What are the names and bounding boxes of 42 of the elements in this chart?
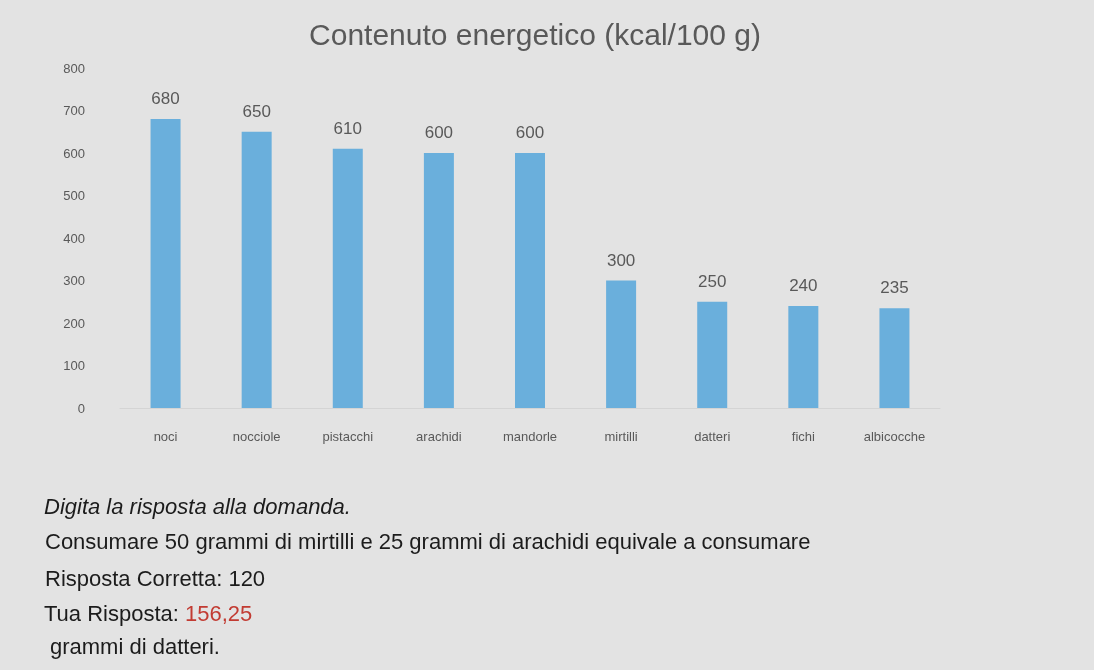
x-tick-label: albicocche	[863, 429, 926, 444]
x-tick-label: noci	[153, 429, 178, 444]
text: grammi di datteri.	[50, 633, 220, 661]
data-label: 600	[424, 123, 454, 142]
text: Consumare 50 grammi di mirtilli e 25 grammi di arachidi equivale a consumare	[45, 528, 811, 556]
data-label: 610	[333, 118, 362, 138]
bar	[241, 131, 272, 408]
x-tick-label: arachidi	[416, 429, 462, 444]
y-tick-label: 0	[77, 400, 85, 416]
bar	[788, 306, 819, 408]
data-label: 235	[880, 278, 909, 298]
text: Tua Risposta: 156,25	[44, 601, 253, 626]
x-tick-label: datteri	[694, 429, 731, 444]
bar	[606, 280, 637, 408]
x-tick-label: fichi	[791, 429, 815, 444]
bar	[150, 119, 181, 408]
data-label: 680	[151, 89, 180, 108]
bar	[515, 153, 545, 408]
y-tick-label: 400	[63, 230, 85, 246]
data-label: 240	[789, 276, 818, 295]
text: Risposta Corretta: 120	[45, 565, 266, 593]
y-tick-label: 500	[63, 188, 85, 203]
x-tick-label: mirtilli	[604, 429, 638, 444]
x-tick-label: pistacchi	[322, 429, 374, 444]
data-label: 300	[606, 250, 636, 270]
chart-title: Contenuto energetico (kcal/100 g)	[309, 17, 761, 51]
y-tick-label: 600	[63, 145, 85, 161]
data-label: 250	[698, 271, 727, 291]
y-tick-label: 100	[63, 358, 85, 373]
y-tick-label: 300	[63, 273, 85, 288]
text: Digita la risposta alla domanda.	[44, 493, 351, 521]
data-label: 650	[242, 101, 271, 121]
bar	[879, 308, 910, 408]
y-tick-label: 200	[63, 315, 85, 331]
y-tick-label: 800	[63, 60, 85, 76]
x-tick-label: nocciole	[232, 429, 281, 444]
x-tick-label: mandorle	[502, 429, 558, 444]
bar	[332, 148, 363, 408]
bar	[423, 153, 454, 408]
bar	[697, 301, 728, 408]
data-label: 600	[515, 123, 545, 142]
y-tick-label: 700	[63, 103, 85, 118]
